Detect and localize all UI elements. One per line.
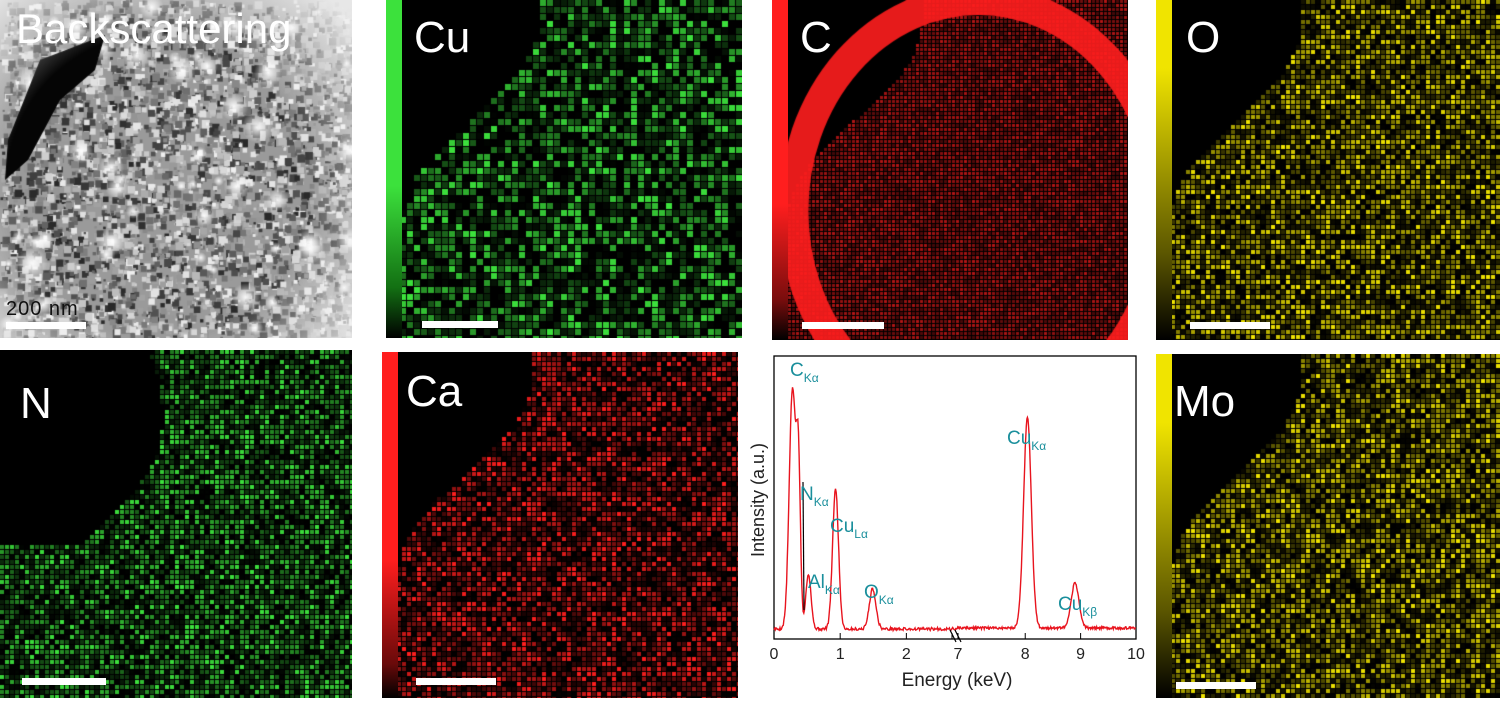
peak-label: NKα [800,484,829,509]
x-axis-ticks [773,633,1137,639]
n-peak-pointer [802,481,805,611]
scale-bar [802,322,884,329]
peak-label: OKα [864,582,894,607]
ca-map-panel: Ca [382,352,738,698]
peak-label: CuLα [830,516,868,541]
x-tick-label: 1 [836,646,845,663]
peak-label: AlKα [808,572,840,597]
cu-colorbar [386,0,402,338]
n-map-image [0,350,352,698]
c-map-panel: C [772,0,1128,340]
scale-bar [6,322,86,329]
x-axis-label: Energy (keV) [902,670,1013,691]
axis-break-mark [949,629,962,643]
cu-map-panel: Cu [386,0,742,338]
scale-bar [416,678,496,685]
scale-bar [1176,682,1256,689]
mo-colorbar [1156,354,1172,698]
panel-title-n: N [20,379,52,428]
panel-title-cu: Cu [414,13,471,62]
peak-label: CKα [790,360,819,385]
backscattering-panel: Backscattering 200 nm [0,0,352,338]
y-axis-label: Intensity (a.u.) [748,443,768,557]
scale-bar-label: 200 nm [6,298,79,320]
cu-map-image [386,0,742,338]
spectrum-line [773,387,1137,633]
panel-title-o: O [1186,13,1221,62]
n-map-panel: N [0,350,352,698]
o-colorbar [1156,0,1172,340]
peak-label: CuKβ [1058,594,1097,619]
x-axis-tick-labels: 0 1 2 7 8 9 10 [770,646,1145,663]
panel-title-c: C [800,13,832,62]
peak-label: CuKα [1007,428,1046,453]
x-tick-label: 9 [1076,646,1085,663]
c-map-image [772,0,1128,340]
x-tick-label: 10 [1127,646,1145,663]
x-tick-label: 7 [954,646,963,663]
scale-bar [22,678,106,685]
ca-colorbar [382,352,398,698]
mo-map-panel: Mo [1156,354,1500,698]
scale-bar [422,321,498,328]
o-map-image [1156,0,1500,340]
panel-title-mo: Mo [1174,377,1236,426]
ca-map-image [382,352,738,698]
x-tick-label: 8 [1021,646,1030,663]
panel-title-backscattering: Backscattering [16,5,292,52]
eds-spectrum-panel: 0 1 2 7 8 9 10 CKα NKα CuLα AlKα OKα CuKα CuKβ Energ… [744,352,1146,698]
x-tick-label: 0 [770,646,779,663]
c-colorbar [772,0,788,340]
x-tick-label: 2 [902,646,911,663]
scale-bar [1190,322,1270,329]
panel-title-ca: Ca [406,367,463,416]
backscattering-image [0,0,352,338]
o-map-panel: O [1156,0,1500,340]
mo-map-image [1156,354,1500,698]
